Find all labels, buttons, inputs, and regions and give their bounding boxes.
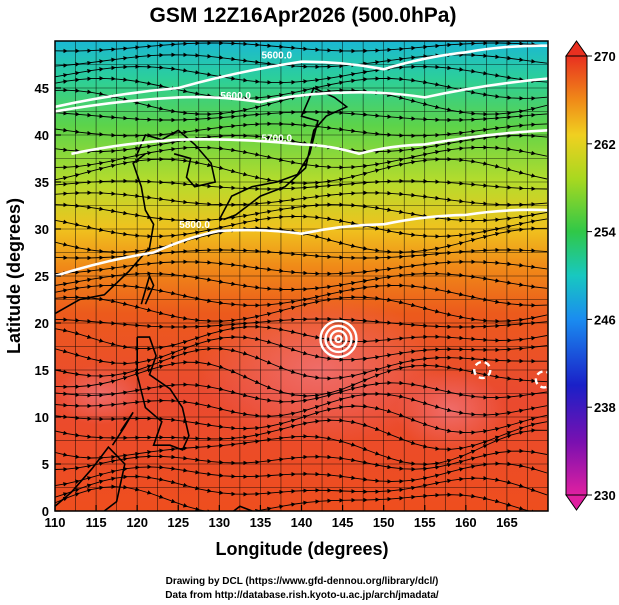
credit-line-1: Drawing by DCL (https://www.gfd-dennou.o… [166,576,439,587]
contour-line [55,77,548,113]
x-tick-label: 140 [291,515,313,530]
colorbar-tick-label: 230 [594,488,616,503]
feature-ring [329,329,348,349]
circulation-features [319,319,548,389]
colorbar-tick-label: 270 [594,49,616,64]
plot-area: 5600.0 5600.0 5700.0 5800.0 [55,41,548,511]
x-tick-label: 150 [373,515,395,530]
y-tick-label: 10 [35,410,49,425]
y-tick-label: 30 [35,222,49,237]
coastline [232,505,253,511]
grid [55,41,548,511]
colorbar-min-triangle [565,494,588,511]
credit-line-2: Data from http://database.rish.kyoto-u.a… [165,590,439,601]
colorbar-tick-label: 262 [594,137,616,152]
coastline [136,336,190,451]
colorbar-tick-label: 238 [594,400,616,415]
y-axis-label: Latitude (degrees) [4,198,24,354]
x-tick-label: 110 [45,515,66,530]
warm-region [395,370,505,450]
feature-ring [334,334,343,344]
colorbar: 230 238 246 254 262 270 [565,40,616,511]
contour-label: 5600.0 [262,51,293,62]
chart-title: GSM 12Z16Apr2026 (500.0hPa) [150,4,457,27]
contour-line [71,129,548,156]
y-tick-label: 40 [35,128,49,143]
x-tick-label: 125 [167,515,189,530]
x-tick-label: 115 [86,515,107,530]
contours: 5600.0 5600.0 5700.0 5800.0 [55,44,548,278]
contour-label: 5800.0 [179,220,210,231]
colorbar-max-triangle [565,40,588,57]
x-tick-label: 120 [126,515,148,530]
coastline [55,153,155,315]
feature-ring [324,324,353,354]
y-tick-label: 35 [35,175,49,190]
coastline [136,129,217,188]
coastline [140,273,155,305]
feature-ring [473,360,492,380]
x-tick-label: 130 [208,515,230,530]
y-tick-label: 0 [42,504,49,519]
y-tick-label: 15 [35,363,49,378]
x-tick-label: 160 [455,515,477,530]
feature-ring [534,370,548,389]
contour-line [55,208,548,278]
colorbar-gradient [565,55,588,496]
contour-label: 5700.0 [262,133,293,144]
contour-label: 5600.0 [220,91,251,102]
contour-line [55,44,548,109]
coastline [111,411,134,446]
colorbar-tick-label: 254 [594,225,616,240]
colorbar-tick-label: 246 [594,312,616,327]
x-tick-label: 145 [332,515,354,530]
y-tick-label: 25 [35,269,49,284]
x-axis: 110 115 120 125 130 135 140 145 150 155 160 165 [45,505,518,530]
x-tick-label: 135 [250,515,272,530]
x-axis-label: Longitude (degrees) [215,539,388,559]
coastline [55,445,126,511]
x-tick-label: 165 [496,515,518,530]
y-tick-label: 45 [35,81,49,96]
y-axis: 0 5 10 15 20 25 30 35 40 45 [35,81,61,519]
y-tick-label: 5 [42,457,49,472]
y-tick-label: 20 [35,316,49,331]
x-tick-label: 155 [414,515,436,530]
feature-ring [319,319,358,359]
